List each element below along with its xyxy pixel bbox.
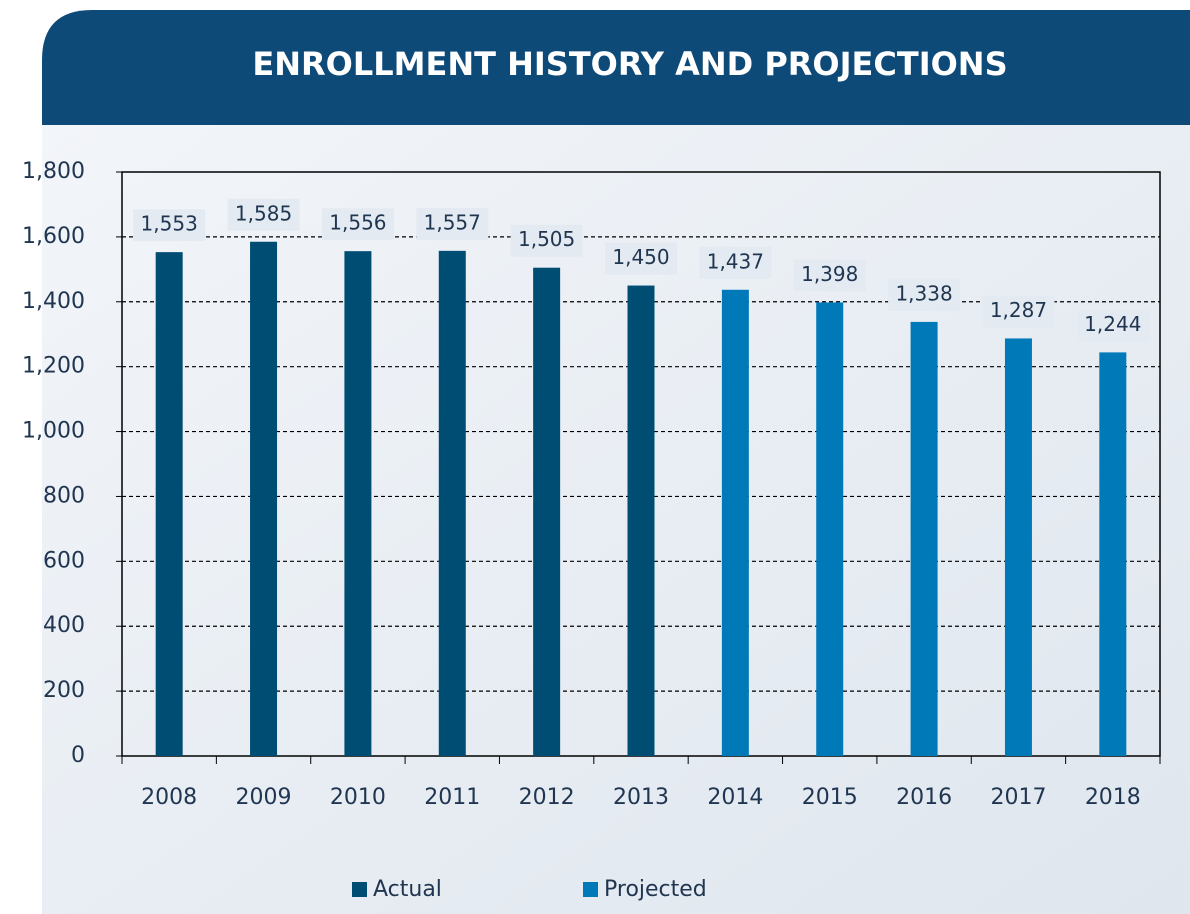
legend-swatch [352,882,367,897]
bar [1004,338,1032,756]
value-label: 1,556 [329,211,386,235]
x-tick-label: 2009 [236,785,292,810]
value-label-bg [1076,309,1149,342]
value-label-bg [605,242,677,275]
y-tick-label: 1,400 [22,289,85,314]
y-tick-label: 400 [43,613,85,638]
x-tick-label: 2012 [519,785,575,810]
bar [250,241,278,756]
y-tick-label: 0 [71,743,85,768]
value-label-bg [982,295,1055,328]
bar [627,285,655,756]
x-tick-label: 2016 [896,785,952,810]
value-label-bg [510,224,583,257]
value-label-bg [133,209,206,242]
bar [344,251,372,757]
bar [533,267,561,756]
header-banner [42,10,1190,125]
legend-swatch [583,882,598,897]
bar [1099,352,1127,756]
bar [438,250,466,756]
x-tick-label: 2011 [424,785,480,810]
value-label: 1,450 [612,245,669,269]
x-tick-label: 2017 [990,785,1046,810]
value-label: 1,505 [518,227,575,251]
value-label-bg [699,246,772,279]
bar [816,302,844,756]
x-tick-label: 2010 [330,785,386,810]
y-tick-label: 1,800 [22,159,85,184]
bar [910,321,938,756]
value-label-bg [321,208,394,241]
x-tick-label: 2015 [802,785,858,810]
legend-label: Projected [604,877,707,902]
value-label-bg [227,198,300,231]
y-tick-label: 1,600 [22,224,85,249]
value-label-bg [888,278,961,311]
y-tick-label: 800 [43,483,85,508]
value-label: 1,437 [707,249,764,273]
value-label: 1,287 [990,298,1047,322]
value-label: 1,585 [235,201,292,225]
value-label-bg [793,259,866,292]
bar [721,289,749,756]
value-label: 1,244 [1084,312,1141,336]
value-label: 1,557 [424,210,481,234]
y-tick-label: 200 [43,678,85,703]
x-tick-label: 2014 [707,785,763,810]
x-tick-label: 2013 [613,785,669,810]
chart-title: ENROLLMENT HISTORY AND PROJECTIONS [252,45,1007,83]
value-label: 1,398 [801,262,858,286]
x-tick-label: 2018 [1085,785,1141,810]
bar [155,252,183,757]
y-tick-label: 1,200 [22,354,85,379]
value-label-bg [416,207,489,240]
value-label: 1,338 [895,281,952,305]
y-tick-label: 600 [43,548,85,573]
x-tick-label: 2008 [141,785,197,810]
value-label: 1,553 [141,212,198,236]
y-tick-label: 1,000 [22,419,85,444]
legend-label: Actual [373,877,442,902]
